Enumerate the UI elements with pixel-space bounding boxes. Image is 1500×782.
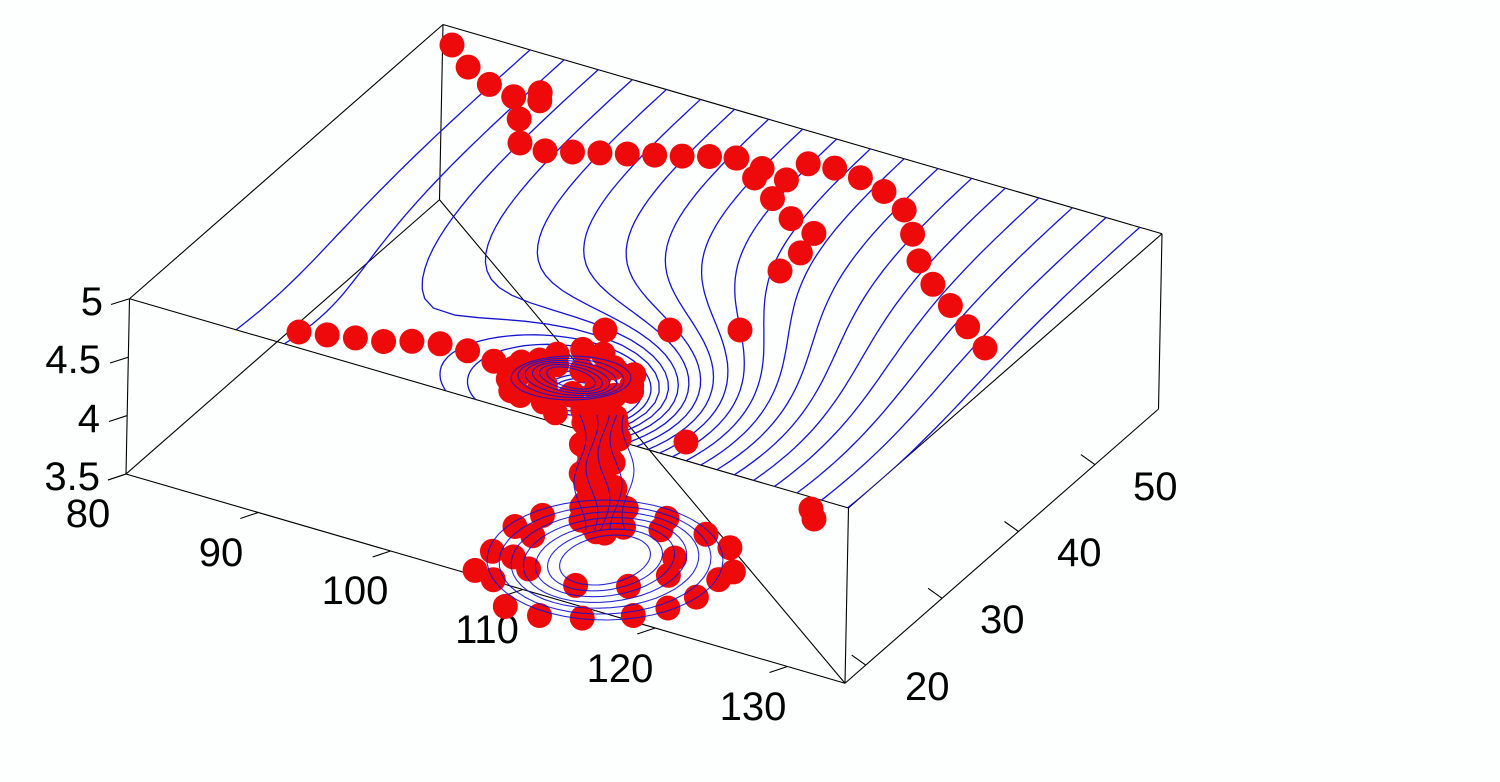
svg-text:5: 5 bbox=[81, 280, 103, 324]
svg-text:30: 30 bbox=[980, 598, 1025, 642]
svg-text:20: 20 bbox=[905, 665, 950, 709]
svg-text:90: 90 bbox=[199, 531, 244, 575]
svg-text:50: 50 bbox=[1133, 465, 1178, 509]
svg-text:100: 100 bbox=[322, 569, 389, 613]
svg-text:130: 130 bbox=[720, 685, 787, 729]
svg-text:4: 4 bbox=[78, 397, 100, 441]
svg-text:80: 80 bbox=[66, 492, 111, 536]
svg-text:4.5: 4.5 bbox=[45, 338, 101, 382]
svg-text:40: 40 bbox=[1057, 531, 1102, 575]
svg-text:120: 120 bbox=[587, 647, 654, 691]
